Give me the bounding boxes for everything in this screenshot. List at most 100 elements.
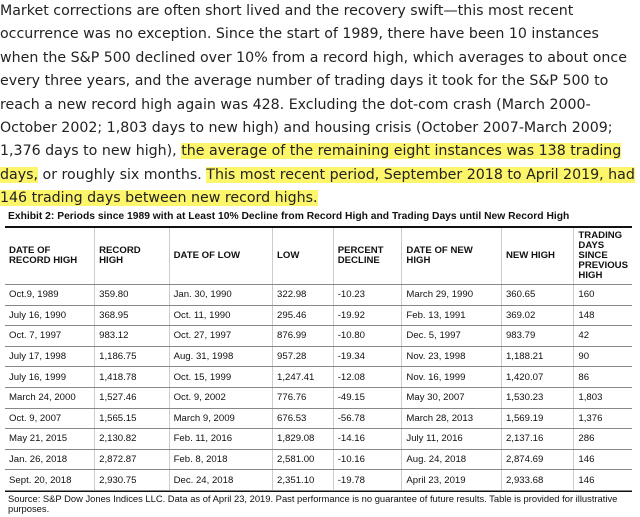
table-cell: Oct.9, 1989 [5, 284, 95, 306]
table-cell: 160 [573, 284, 632, 306]
table-cell: Oct. 27, 1997 [168, 325, 273, 347]
table-cell: 876.99 [272, 325, 334, 347]
table-cell: Oct. 15, 1999 [168, 366, 273, 388]
table-row: March 24, 2000 1,527.46 Oct. 9, 2002 776.76… [5, 387, 632, 409]
table-cell: 1,803 [573, 387, 632, 409]
table-cell: July 11, 2016 [401, 428, 502, 450]
table-cell: 286 [573, 428, 632, 450]
table-cell: 295.46 [272, 305, 334, 327]
table-cell: 2,930.75 [94, 469, 170, 491]
column-header: RECORD HIGH [94, 228, 170, 285]
table-cell: 776.76 [272, 387, 334, 409]
table-cell: Jan. 26, 2018 [5, 449, 95, 471]
table-cell: Jan. 30, 1990 [168, 284, 273, 306]
table-cell: 2,933.68 [500, 469, 574, 491]
table-row: Oct.9, 1989 359.80 Jan. 30, 1990 322.98 -10.… [5, 284, 632, 306]
table-cell: 1,420.07 [500, 366, 574, 388]
table-cell: July 16, 1990 [5, 305, 95, 327]
table-row: July 16, 1990 368.95 Oct. 11, 1990 295.46 -1… [5, 305, 632, 327]
table-cell: 1,569.19 [500, 408, 574, 430]
table-row: Oct. 9, 2007 1,565.15 March 9, 2009 676.53-… [5, 408, 632, 430]
table-cell: -56.78 [332, 408, 402, 430]
table-cell: 1,565.15 [94, 408, 170, 430]
table-cell: 983.79 [500, 325, 574, 347]
table-row: Jan. 26, 2018 2,872.87 Feb. 8, 2018 2,581.0… [5, 449, 632, 471]
table-cell: 148 [573, 305, 632, 327]
column-header: DATE OF LOW [168, 228, 273, 285]
data-table: DATE OF RECORD HIGH RECORD HIGH DATE OF LO… [5, 228, 632, 491]
table-cell: 957.28 [272, 346, 334, 368]
exhibit: Exhibit 2: Periods since 1989 with at Le… [5, 203, 632, 514]
table-cell: May 21, 2015 [5, 428, 95, 450]
table-cell: 369.02 [500, 305, 574, 327]
table-cell: 1,186.75 [94, 346, 170, 368]
table-cell: March 28, 2013 [401, 408, 502, 430]
header-row: DATE OF RECORD HIGH RECORD HIGH DATE OF LO… [5, 228, 632, 285]
table-cell: -49.15 [332, 387, 402, 409]
table-cell: 2,872.87 [94, 449, 170, 471]
table-cell: 2,137.16 [500, 428, 574, 450]
table-cell: 146 [573, 449, 632, 471]
table-cell: Aug. 24, 2018 [401, 449, 502, 471]
table-cell: Nov. 23, 1998 [401, 346, 502, 368]
table-cell: Nov. 16, 1999 [401, 366, 502, 388]
table-cell: Oct. 11, 1990 [168, 305, 273, 327]
column-header: NEW HIGH [500, 228, 574, 285]
table-cell: 676.53 [272, 408, 334, 430]
article-paragraph: Market corrections are often short lived… [0, 0, 636, 211]
table-cell: -19.34 [332, 346, 402, 368]
table-cell: April 23, 2019 [401, 469, 502, 491]
table-cell: 2,581.00 [272, 449, 334, 471]
table-cell: Dec. 5, 1997 [401, 325, 502, 347]
column-header: TRADING DAYS SINCE PREVIOUS HIGH [573, 228, 632, 285]
table-cell: -14.16 [332, 428, 402, 450]
column-header: DATE OF NEW HIGH [401, 228, 502, 285]
table-row: July 16, 1999 1,418.78 Oct. 15, 1999 1,247.… [5, 366, 632, 388]
table-cell: 90 [573, 346, 632, 368]
table-cell: -12.08 [332, 366, 402, 388]
table-cell: 368.95 [94, 305, 170, 327]
table-cell: 1,418.78 [94, 366, 170, 388]
table-cell: 42 [573, 325, 632, 347]
table-cell: Feb. 11, 2016 [168, 428, 273, 450]
table-cell: 1,527.46 [94, 387, 170, 409]
table-cell: -10.23 [332, 284, 402, 306]
table-cell: Oct. 9, 2002 [168, 387, 273, 409]
table-cell: 322.98 [272, 284, 334, 306]
table-cell: -19.92 [332, 305, 402, 327]
table-cell: Aug. 31, 1998 [168, 346, 273, 368]
table-cell: 86 [573, 366, 632, 388]
table-cell: Oct. 7, 1997 [5, 325, 95, 347]
table-cell: Feb. 8, 2018 [168, 449, 273, 471]
column-header: LOW [272, 228, 334, 285]
table-cell: 2,351.10 [272, 469, 334, 491]
table-cell: Sept. 20, 2018 [5, 469, 95, 491]
table-cell: Feb. 13, 1991 [401, 305, 502, 327]
table-cell: Dec. 24, 2018 [168, 469, 273, 491]
table-row: Oct. 7, 1997 983.12 Oct. 27, 1997 876.99 -10… [5, 325, 632, 347]
column-header: DATE OF RECORD HIGH [5, 228, 95, 285]
table-cell: 1,247.41 [272, 366, 334, 388]
table-cell: 360.65 [500, 284, 574, 306]
table-cell: 1,376 [573, 408, 632, 430]
table-cell: 1,188.21 [500, 346, 574, 368]
table-cell: July 17, 1998 [5, 346, 95, 368]
text: or roughly six months. [38, 166, 207, 183]
table-row: Sept. 20, 2018 2,930.75 Dec. 24, 2018 2,351… [5, 469, 632, 491]
table-cell: -10.16 [332, 449, 402, 471]
table-cell: 1,829.08 [272, 428, 334, 450]
table-cell: Oct. 9, 2007 [5, 408, 95, 430]
table-cell: 146 [573, 469, 632, 491]
table-cell: March 29, 1990 [401, 284, 502, 306]
table-cell: 2,130.82 [94, 428, 170, 450]
table-cell: March 24, 2000 [5, 387, 95, 409]
table-cell: -10.80 [332, 325, 402, 347]
source-note: Source: S&P Dow Jones Indices LLC. Data … [5, 490, 632, 517]
table-cell: 2,874.69 [500, 449, 574, 471]
table-row: May 21, 2015 2,130.82 Feb. 11, 2016 1,829.0… [5, 428, 632, 450]
table-cell: July 16, 1999 [5, 366, 95, 388]
table-cell: 1,530.23 [500, 387, 574, 409]
table-cell: March 9, 2009 [168, 408, 273, 430]
table-cell: May 30, 2007 [401, 387, 502, 409]
